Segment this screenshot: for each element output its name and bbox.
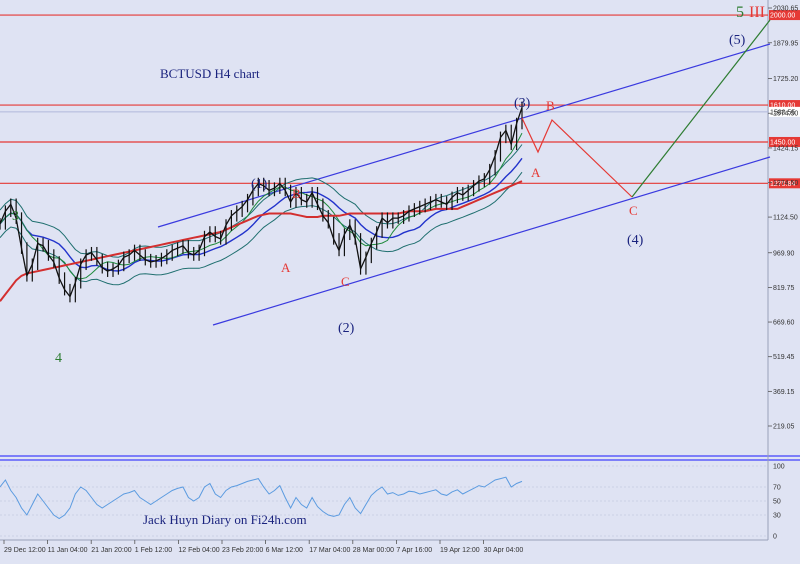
price-axis: 2030.65 1879.95 1725.20 1574.50 1424.15 1274.… (768, 6, 798, 431)
y-tick-label: 1124.50 (773, 215, 798, 222)
wave-label: 4 (55, 351, 62, 366)
x-tick-label: 12 Feb 04:00 (178, 547, 219, 554)
x-tick-label: 1 Feb 12:00 (135, 547, 172, 554)
rsi-tick-label: 100 (773, 464, 785, 471)
wave-label: (2) (338, 321, 355, 336)
price-close-line (0, 107, 523, 298)
chart-title: BCTUSD H4 chart (160, 66, 260, 81)
level-label-box (769, 10, 800, 21)
wave-projection (521, 19, 771, 198)
rsi-panel (0, 460, 768, 540)
watermark: Jack Huyn Diary on Fi24h.com (143, 512, 307, 527)
x-tick-label: 17 Mar 04:00 (309, 547, 350, 554)
y-tick-label: 1274.50 (773, 180, 798, 187)
lower-band-line (0, 171, 523, 286)
level-label-box (769, 136, 800, 147)
level-label-box (769, 100, 800, 111)
lower-channel-line (212, 156, 771, 326)
y-tick-label: 969.90 (773, 250, 795, 257)
level-label: 1580.55 (770, 109, 795, 116)
rsi-tick-label: 30 (773, 513, 781, 520)
level-label-box (769, 178, 800, 189)
y-tick-label: 519.45 (773, 354, 795, 361)
level-label: 1610.00 (770, 103, 795, 110)
level-label: 1450.00 (770, 139, 795, 146)
wave-label: C (341, 274, 350, 289)
wave-label: B (292, 186, 301, 201)
y-tick-label: 219.05 (773, 424, 795, 431)
y-tick-label: 669.60 (773, 320, 795, 327)
projection-abc-path (521, 117, 633, 198)
x-tick-label: 6 Mar 12:00 (266, 547, 303, 554)
level-label: 2000.00 (770, 13, 795, 20)
x-tick-label: 21 Jan 20:00 (91, 547, 132, 554)
upper-channel-line (157, 43, 771, 228)
wave-label: A (281, 260, 291, 275)
wave-label: (1) (251, 177, 268, 192)
channel-lines (157, 43, 771, 326)
main-panel (0, 0, 768, 456)
rsi-indicator: 100 70 50 30 0 (0, 464, 785, 541)
level-label-box (769, 106, 800, 117)
x-tick-label: 30 Apr 04:00 (484, 547, 524, 554)
wave-labels: 3 4 (1) B A C (2) (3) B A C (4) (5) 5 III (12, 4, 765, 366)
level-label: 1270.84 (770, 181, 795, 188)
x-tick-label: 19 Apr 12:00 (440, 547, 480, 554)
rsi-tick-label: 70 (773, 485, 781, 492)
wave-label: 3 (12, 209, 19, 224)
y-tick-label: 1879.95 (773, 40, 798, 47)
projection-wave5-path (631, 19, 771, 198)
rsi-line (0, 476, 523, 520)
wave-label: A (531, 165, 541, 180)
y-tick-label: 1574.50 (773, 111, 798, 118)
ma-fast-line (0, 132, 523, 280)
y-tick-label: 1725.20 (773, 76, 798, 83)
price-series (0, 101, 523, 303)
y-tick-label: 1424.15 (773, 145, 798, 152)
x-tick-label: 28 Mar 00:00 (353, 547, 394, 554)
y-tick-label: 819.75 (773, 285, 795, 292)
rsi-tick-label: 50 (773, 499, 781, 506)
wave-label: III (749, 4, 765, 21)
x-tick-label: 7 Apr 16:00 (396, 547, 432, 554)
x-tick-label: 11 Jan 04:00 (48, 547, 88, 554)
rsi-tick-label: 0 (773, 534, 777, 541)
x-tick-label: 29 Dec 12:00 (4, 547, 46, 554)
wave-label: (5) (729, 33, 746, 48)
x-tick-label: 23 Feb 20:00 (222, 547, 263, 554)
wave-label: C (629, 203, 638, 218)
ema-long-line (0, 180, 523, 302)
time-axis: 29 Dec 12:00 11 Jan 04:00 21 Jan 20:00 1 Fe… (3, 540, 524, 554)
y-tick-label: 369.15 (773, 389, 795, 396)
wave-label: (3) (514, 96, 531, 111)
wave-label: B (546, 98, 555, 113)
wave-label: 5 (736, 4, 744, 21)
y-tick-label: 2030.65 (773, 6, 798, 13)
wave-label: (4) (627, 233, 644, 248)
